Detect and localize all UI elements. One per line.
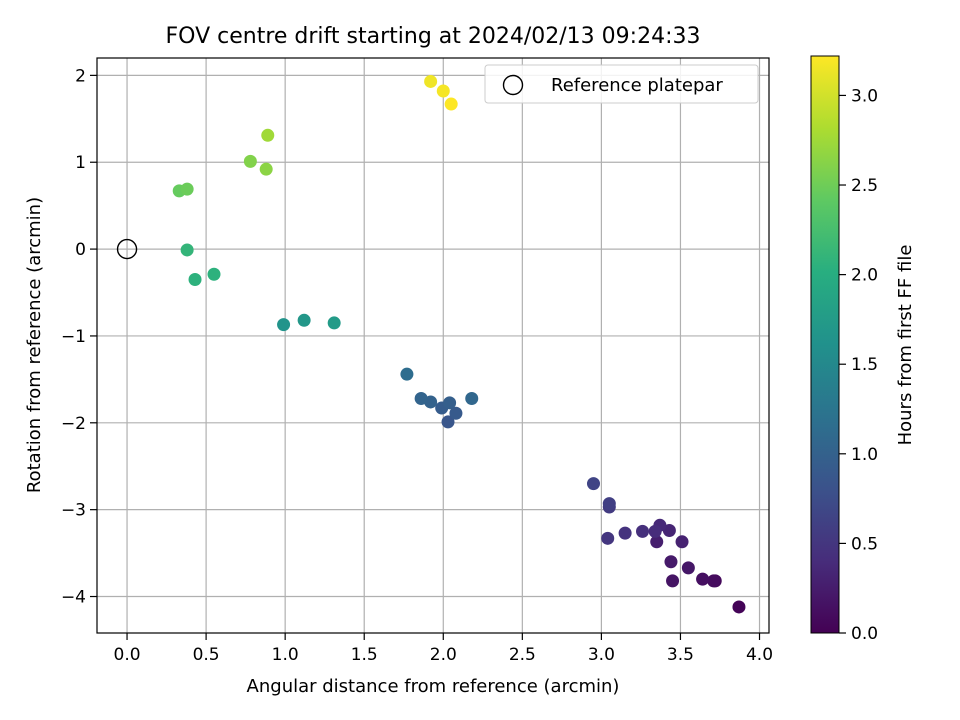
colorbar-tick-label: 1.5 [851,355,878,375]
y-tick-label: −4 [61,588,86,608]
data-point [436,84,450,98]
data-point [261,128,275,142]
data-point [243,154,257,168]
data-points [172,74,746,614]
colorbar-tick-label: 1.0 [851,445,878,465]
data-point [444,97,458,111]
data-point [400,367,414,381]
data-point [601,531,615,545]
data-point [188,272,202,286]
data-point [618,526,632,540]
chart-title: FOV centre drift starting at 2024/02/13 … [166,24,701,49]
data-point [664,555,678,569]
y-tick-label: 1 [75,153,86,173]
x-tick-label: 0.5 [193,645,220,665]
x-tick-label: 3.0 [588,645,615,665]
data-point [707,574,721,588]
data-point [414,391,428,405]
y-tick-label: −2 [61,414,86,434]
data-point [443,396,457,410]
grid-lines [97,58,769,633]
data-point [277,318,291,332]
x-tick-label: 1.5 [351,645,378,665]
colorbar-tick-label: 2.5 [851,176,878,196]
y-tick-label: 0 [75,240,86,260]
data-point [441,415,455,429]
data-point [681,561,695,575]
x-tick-label: 0.0 [114,645,141,665]
x-tick-label: 1.0 [272,645,299,665]
data-point [259,162,273,176]
x-tick-label: 3.5 [667,645,694,665]
x-tick-label: 2.0 [430,645,457,665]
colorbar-ticks: 0.0 0.5 1.0 1.5 2.0 2.5 3.0 [839,86,878,644]
legend-marker-icon [502,74,524,96]
data-point [327,316,341,330]
colorbar-tick-label: 3.0 [851,86,878,106]
data-point [449,406,463,420]
x-axis-ticks: 0.0 0.5 1.0 1.5 2.0 2.5 3.0 3.5 4.0 [114,633,773,665]
data-point [732,600,746,614]
colorbar-label: Hours from first FF file [895,245,916,446]
x-axis-label: Angular distance from reference (arcmin) [247,676,620,697]
data-point [465,391,479,405]
data-point [675,535,689,549]
colorbar-tick-label: 0.5 [851,534,878,554]
reference-platepar-marker [116,238,138,260]
data-point [602,497,616,511]
legend: Reference platepar [484,64,759,104]
data-point [180,182,194,196]
x-tick-label: 4.0 [746,645,773,665]
data-point [650,535,664,549]
plot-frame [96,57,770,634]
data-point [207,267,221,281]
data-point [648,524,662,538]
data-point [636,524,650,538]
y-tick-label: 2 [75,66,86,86]
y-axis-label: Rotation from reference (arcmin) [24,197,45,493]
legend-box [484,64,759,104]
x-tick-label: 2.5 [509,645,536,665]
data-point [586,477,600,491]
data-point [424,74,438,88]
y-axis-ticks: 2 1 0 −1 −2 −3 −4 [61,66,97,608]
data-point [180,243,194,257]
y-tick-label: −3 [61,501,86,521]
data-point [696,572,710,586]
data-point [662,524,676,538]
y-tick-label: −1 [61,327,86,347]
colorbar-tick-label: 2.0 [851,266,878,286]
data-point [297,313,311,327]
colorbar-tick-label: 0.0 [851,624,878,644]
legend-entry-reference: Reference platepar [551,75,723,96]
data-point [666,574,680,588]
colorbar [810,55,840,634]
